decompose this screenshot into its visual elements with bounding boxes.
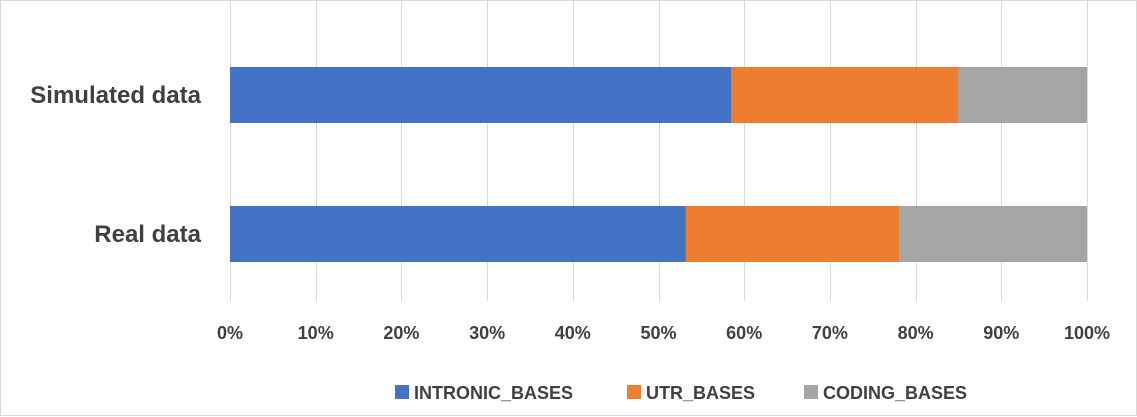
bar-segment-intronic-bases <box>230 206 686 262</box>
legend-label: INTRONIC_BASES <box>414 383 573 403</box>
legend-label: UTR_BASES <box>646 383 755 403</box>
x-tick-label: 70% <box>812 323 848 343</box>
legend-label: CODING_BASES <box>823 383 967 403</box>
x-tick-label: 10% <box>298 323 334 343</box>
category-axis-labels: Simulated data Real data <box>30 82 201 248</box>
bar-segment-coding-bases <box>899 206 1087 262</box>
legend-swatch <box>395 385 409 399</box>
legend-swatch <box>627 385 641 399</box>
bar-segment-utr-bases <box>685 206 900 262</box>
x-tick-label: 100% <box>1064 323 1110 343</box>
x-tick-label: 90% <box>983 323 1019 343</box>
bar-segment-coding-bases <box>958 67 1087 123</box>
legend: INTRONIC_BASES UTR_BASES CODING_BASES <box>395 383 967 403</box>
bars <box>230 67 1087 262</box>
category-label: Real data <box>94 221 201 248</box>
x-tick-label: 0% <box>217 323 243 343</box>
bar-segment-utr-bases <box>731 67 959 123</box>
x-tick-label: 20% <box>383 323 419 343</box>
x-tick-label: 40% <box>555 323 591 343</box>
bar-segment-intronic-bases <box>230 67 732 123</box>
category-label: Simulated data <box>30 82 201 109</box>
legend-swatch <box>804 385 818 399</box>
x-tick-label: 60% <box>726 323 762 343</box>
x-tick-label: 30% <box>469 323 505 343</box>
x-axis-tick-labels: 0% 10% 20% 30% 40% 50% 60% 70% 80% 90% 100% <box>217 323 1110 343</box>
x-tick-label: 50% <box>640 323 676 343</box>
x-tick-label: 80% <box>898 323 934 343</box>
